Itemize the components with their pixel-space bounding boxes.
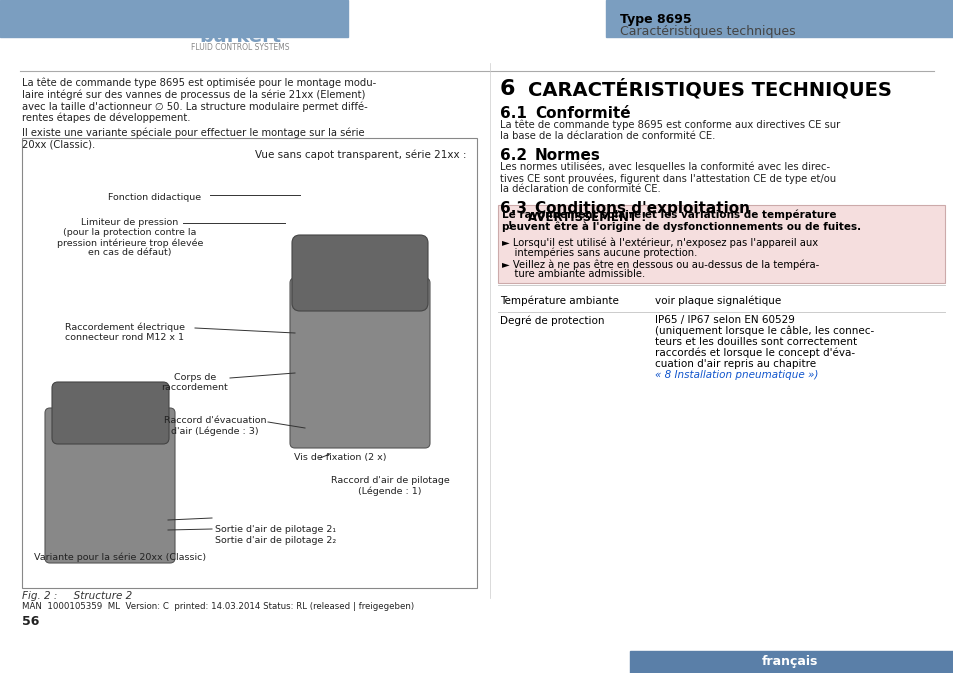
Text: pression intérieure trop élevée: pression intérieure trop élevée (57, 238, 203, 248)
Text: 6.3: 6.3 (499, 201, 526, 216)
Text: bürkert: bürkert (199, 26, 281, 46)
Text: Fig. 2 :     Structure 2: Fig. 2 : Structure 2 (22, 591, 132, 601)
Text: Sortie d'air de pilotage 2₂: Sortie d'air de pilotage 2₂ (214, 536, 335, 545)
FancyBboxPatch shape (292, 235, 428, 311)
Text: en cas de défaut): en cas de défaut) (89, 248, 172, 257)
Text: Variante pour la série 20xx (Classic): Variante pour la série 20xx (Classic) (34, 552, 206, 561)
Text: 6.2: 6.2 (499, 148, 527, 163)
Text: teurs et les douilles sont correctement: teurs et les douilles sont correctement (655, 337, 856, 347)
Text: raccordés et lorsque le concept d'éva-: raccordés et lorsque le concept d'éva- (655, 348, 854, 359)
Text: Sortie d'air de pilotage 2₁: Sortie d'air de pilotage 2₁ (214, 525, 335, 534)
Text: Température ambiante: Température ambiante (499, 295, 618, 306)
Text: Conditions d'exploitation: Conditions d'exploitation (535, 201, 749, 216)
Polygon shape (499, 211, 519, 233)
Text: ture ambiante admissible.: ture ambiante admissible. (501, 269, 644, 279)
Text: laire intégré sur des vannes de processus de la série 21xx (Element): laire intégré sur des vannes de processu… (22, 90, 365, 100)
Text: Raccord d'évacuation: Raccord d'évacuation (164, 416, 266, 425)
Text: (Légende : 1): (Légende : 1) (358, 486, 421, 495)
Text: tives CE sont prouvées, figurent dans l'attestation CE de type et/ou: tives CE sont prouvées, figurent dans l'… (499, 173, 835, 184)
Bar (629, 651, 953, 673)
Text: d'air (Légende : 3): d'air (Légende : 3) (171, 426, 258, 435)
Text: Vue sans capot transparent, série 21xx :: Vue sans capot transparent, série 21xx : (255, 150, 467, 160)
Text: intempéries sans aucune protection.: intempéries sans aucune protection. (501, 247, 697, 258)
Text: Il existe une variante spéciale pour effectuer le montage sur la série: Il existe une variante spéciale pour eff… (22, 128, 364, 139)
Text: peuvent être à l'origine de dysfonctionnements ou de fuites.: peuvent être à l'origine de dysfonctionn… (501, 221, 861, 232)
Text: voir plaque signalétique: voir plaque signalétique (655, 295, 781, 306)
Text: AVERTISSEMENT !: AVERTISSEMENT ! (527, 211, 646, 224)
Text: avec la taille d'actionneur ∅ 50. La structure modulaire permet diffé-: avec la taille d'actionneur ∅ 50. La str… (22, 101, 367, 112)
Text: Corps de: Corps de (173, 373, 216, 382)
Bar (0, 0, 348, 37)
Text: Vis de fixation (2 x): Vis de fixation (2 x) (294, 453, 386, 462)
Text: ► Veillez à ne pas être en dessous ou au-dessus de la tempéra-: ► Veillez à ne pas être en dessous ou au… (501, 259, 819, 269)
FancyBboxPatch shape (52, 382, 169, 444)
Text: connecteur rond M12 x 1: connecteur rond M12 x 1 (66, 333, 184, 342)
Text: « 8 Installation pneumatique »): « 8 Installation pneumatique ») (655, 370, 818, 380)
Text: Caractéristiques techniques: Caractéristiques techniques (619, 26, 795, 38)
Text: 6: 6 (499, 79, 515, 99)
Text: Type 8695: Type 8695 (619, 13, 691, 26)
Text: Les normes utilisées, avec lesquelles la conformité avec les direc-: Les normes utilisées, avec lesquelles la… (499, 162, 829, 172)
Text: Normes: Normes (535, 148, 600, 163)
Text: 6.1: 6.1 (499, 106, 526, 121)
Text: rentes étapes de développement.: rentes étapes de développement. (22, 112, 191, 123)
Text: ► Lorsqu'il est utilisé à l'extérieur, n'exposez pas l'appareil aux: ► Lorsqu'il est utilisé à l'extérieur, n… (501, 237, 818, 248)
Text: Degré de protection: Degré de protection (499, 315, 604, 326)
Text: IP65 / IP67 selon EN 60529: IP65 / IP67 selon EN 60529 (655, 315, 794, 325)
FancyBboxPatch shape (290, 278, 430, 448)
Bar (497, 205, 944, 283)
Text: Le rayonnement solaire et les variations de température: Le rayonnement solaire et les variations… (501, 209, 836, 219)
Text: Fonction didactique: Fonction didactique (109, 193, 201, 202)
Text: la déclaration de conformité CE.: la déclaration de conformité CE. (499, 184, 660, 194)
Text: raccordement: raccordement (161, 383, 228, 392)
Bar (22, 138, 476, 588)
Text: MAN  1000105359  ML  Version: C  printed: 14.03.2014 Status: RL (released | frei: MAN 1000105359 ML Version: C printed: 14… (22, 602, 414, 611)
Text: La tête de commande type 8695 est optimisée pour le montage modu-: La tête de commande type 8695 est optimi… (22, 78, 375, 89)
Text: La tête de commande type 8695 est conforme aux directives CE sur: La tête de commande type 8695 est confor… (499, 120, 840, 131)
Text: Limiteur de pression: Limiteur de pression (81, 218, 178, 227)
Text: 20xx (Classic).: 20xx (Classic). (22, 139, 95, 149)
Text: (uniquement lorsque le câble, les connec-: (uniquement lorsque le câble, les connec… (655, 326, 873, 336)
Text: (pour la protection contre la: (pour la protection contre la (63, 228, 196, 237)
Text: Raccordement électrique: Raccordement électrique (65, 323, 185, 332)
Text: cuation d'air repris au chapitre: cuation d'air repris au chapitre (655, 359, 815, 369)
Text: FLUID CONTROL SYSTEMS: FLUID CONTROL SYSTEMS (191, 44, 289, 52)
Bar (605, 0, 953, 37)
Text: Raccord d'air de pilotage: Raccord d'air de pilotage (331, 476, 449, 485)
FancyBboxPatch shape (45, 408, 174, 563)
Text: français: français (761, 656, 818, 668)
Text: !: ! (507, 221, 512, 231)
Text: la base de la déclaration de conformité CE.: la base de la déclaration de conformité … (499, 131, 715, 141)
Text: CARACTÉRISTIQUES TECHNIQUES: CARACTÉRISTIQUES TECHNIQUES (527, 79, 891, 100)
Text: Conformité: Conformité (535, 106, 630, 121)
Text: 56: 56 (22, 615, 39, 628)
